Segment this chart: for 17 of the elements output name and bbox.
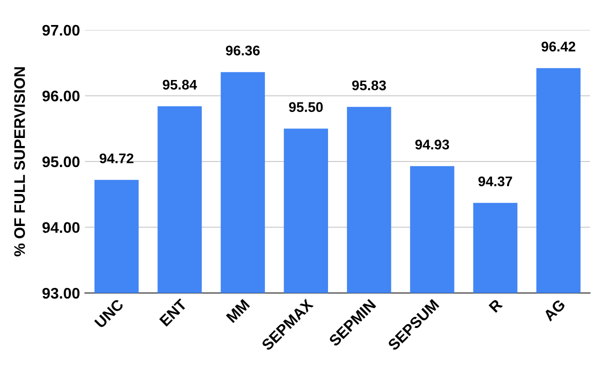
x-tick-label: AG — [542, 298, 566, 322]
y-tick-label: 93.00 — [42, 288, 80, 299]
data-label: 94.72 — [100, 153, 134, 164]
y-axis-title: % OF FULL SUPERVISION — [14, 67, 25, 256]
data-label: 96.42 — [542, 42, 576, 52]
y-tick-label: 96.00 — [42, 90, 80, 102]
data-label: 95.83 — [352, 80, 386, 90]
data-label: 96.36 — [226, 46, 260, 56]
y-tick-label: 94.00 — [42, 222, 80, 233]
x-tick-label: R — [488, 298, 503, 313]
data-label: 95.84 — [162, 80, 197, 90]
data-label: 94.37 — [478, 176, 512, 186]
y-tick-label: 95.00 — [42, 156, 80, 168]
x-tick-label: MM — [226, 298, 250, 323]
data-label: 94.93 — [415, 140, 450, 150]
y-tick-label: 97.00 — [42, 24, 80, 36]
data-label: 95.50 — [289, 102, 323, 112]
